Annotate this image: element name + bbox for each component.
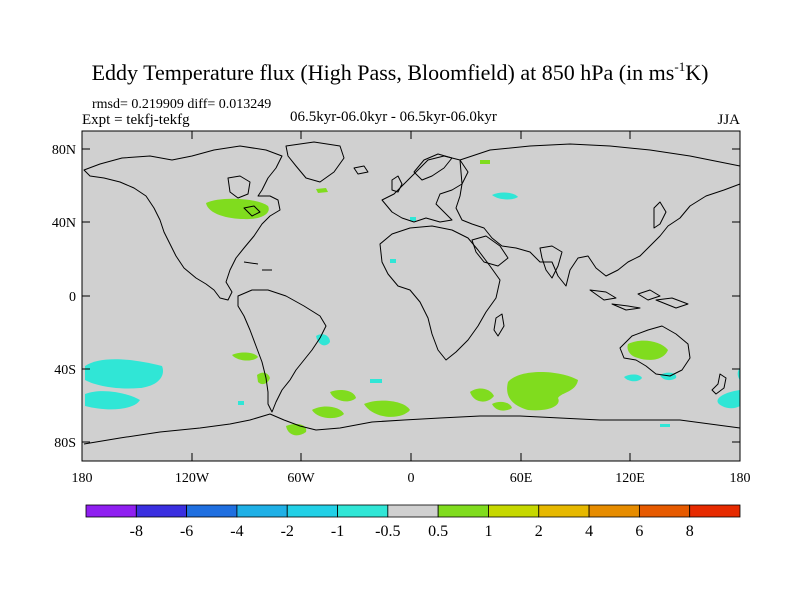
- anomaly-patch: [737, 368, 740, 380]
- coastline-japan: [653, 201, 667, 229]
- colorbar-swatch: [186, 504, 238, 518]
- colorbar-label: 2: [535, 523, 543, 540]
- coastline-great-lakes: [243, 205, 261, 217]
- period-label: 06.5kyr-06.0kyr - 06.5kyr-06.0kyr: [290, 109, 497, 125]
- coastline-asia: [455, 143, 741, 287]
- axis-ticks: [81, 131, 741, 461]
- coastline-india: [539, 245, 563, 279]
- figure-title: Eddy Temperature flux (High Pass, Bloomf…: [92, 59, 709, 85]
- lon-label: 180: [730, 471, 751, 486]
- lon-label: 120E: [615, 471, 645, 486]
- anomaly-patch: [492, 192, 518, 200]
- anomaly-patch: [717, 390, 740, 409]
- anomaly-patch: [624, 374, 642, 382]
- anomaly-patch: [85, 391, 140, 410]
- coastline-africa: [379, 225, 501, 361]
- coastline-greenland: [285, 141, 345, 183]
- coastline-iceland: [353, 165, 369, 175]
- anomaly-patch: [492, 401, 512, 411]
- colorbar: -8 -6 -4 -2 -1 -0.5 0.5 1 2 4 6 8: [85, 504, 741, 540]
- coastline-scandinavia: [413, 153, 453, 181]
- anomaly-patch: [660, 424, 670, 427]
- anomaly-patch: [410, 217, 416, 221]
- anomaly-patch: [238, 401, 244, 405]
- colorbar-swatch: [437, 504, 489, 518]
- anomaly-patch: [470, 388, 494, 402]
- lon-label: 120W: [175, 471, 210, 486]
- colorbar-label: -6: [180, 523, 193, 540]
- colorbar-label: -1: [331, 523, 344, 540]
- lon-label: 180: [72, 471, 93, 486]
- colorbar-swatch: [488, 504, 540, 518]
- coastline-madagascar: [493, 313, 505, 337]
- coastline-hudson-bay: [227, 175, 251, 199]
- colorbar-label: 4: [585, 523, 593, 540]
- lat-label: 80S: [54, 436, 76, 451]
- anomaly-patch: [206, 198, 269, 220]
- colorbar-swatch: [638, 504, 691, 518]
- colorbar-label: 1: [484, 523, 492, 540]
- ocean-background: [82, 131, 740, 461]
- coastlines: [83, 141, 741, 445]
- map-panel: [81, 130, 741, 462]
- lat-label: 80N: [52, 143, 76, 158]
- latitude-axis: 80N 40N 0 40S 80S: [52, 143, 76, 451]
- colorbar-swatch: [286, 504, 338, 518]
- colorbar-label: 6: [635, 523, 643, 540]
- anomaly-patch: [232, 352, 258, 361]
- coastline-antarctica: [83, 413, 741, 445]
- colorbar-label: 0.5: [428, 523, 448, 540]
- experiment-label: Expt = tekfj-tekfg: [82, 112, 190, 128]
- lat-label: 40N: [52, 216, 76, 231]
- longitude-axis: 180 120W 60W 0 60E 120E 180: [72, 471, 751, 486]
- coastline-caribbean: [243, 261, 272, 271]
- anomaly-patch: [316, 188, 328, 193]
- anomaly-patch: [627, 340, 668, 360]
- coastline-indonesia: [589, 289, 689, 311]
- colorbar-label: -8: [130, 523, 143, 540]
- anomaly-patch: [364, 400, 410, 417]
- coastline-arabia: [471, 235, 509, 267]
- colorbar-swatch: [387, 504, 439, 518]
- season-label: JJA: [717, 112, 740, 128]
- lat-label: 0: [69, 290, 76, 305]
- lat-label: 40S: [54, 363, 76, 378]
- coastline-south-america: [237, 289, 327, 413]
- coastline-uk: [391, 175, 403, 193]
- colorbar-swatch: [236, 504, 288, 518]
- coastline-europe: [381, 155, 469, 223]
- colorbar-label: -4: [230, 523, 243, 540]
- coastline-australia: [619, 325, 691, 377]
- colorbar-label: 8: [686, 523, 694, 540]
- coastline-new-zealand: [711, 373, 727, 395]
- negative-anomalies: [85, 192, 740, 427]
- colorbar-swatch: [337, 504, 389, 518]
- anomaly-patch: [85, 359, 164, 389]
- colorbar-swatch: [85, 504, 137, 518]
- colorbar-swatch: [538, 504, 590, 518]
- lon-label: 60E: [510, 471, 533, 486]
- anomaly-patch: [330, 390, 356, 402]
- anomaly-patch: [507, 372, 578, 411]
- colorbar-swatch: [588, 504, 640, 518]
- coastline-north-america: [83, 145, 283, 301]
- colorbar-swatch: [135, 504, 188, 518]
- anomaly-patch: [312, 406, 344, 419]
- anomaly-patch: [286, 424, 307, 436]
- stats-text: rmsd= 0.219909 diff= 0.013249: [92, 97, 271, 112]
- anomaly-patch: [316, 334, 330, 346]
- anomaly-patch: [390, 259, 396, 263]
- colorbar-label: -0.5: [375, 523, 400, 540]
- colorbar-label: -2: [281, 523, 294, 540]
- colorbar-swatch: [689, 504, 741, 518]
- anomaly-patch: [370, 379, 382, 383]
- lon-label: 60W: [287, 471, 315, 486]
- lon-label: 0: [408, 471, 415, 486]
- anomaly-patch: [480, 160, 490, 164]
